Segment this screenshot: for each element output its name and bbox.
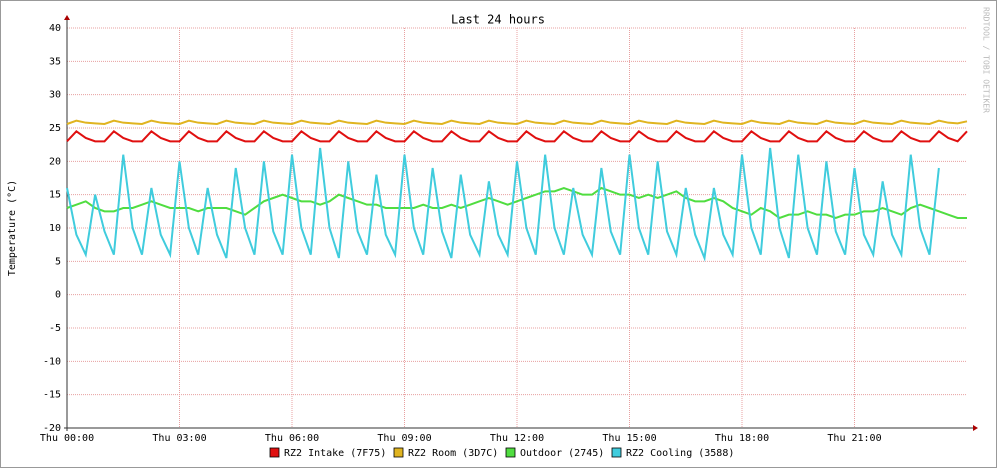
y-tick-label: 30 bbox=[49, 90, 61, 101]
y-tick-label: 0 bbox=[55, 290, 61, 301]
series-line bbox=[66, 186, 967, 220]
x-tick-label: Thu 18:00 bbox=[715, 433, 769, 444]
legend-label: RZ2 Intake (7F75) bbox=[284, 448, 386, 459]
x-tick-label: Thu 09:00 bbox=[377, 433, 431, 444]
legend-swatch bbox=[505, 447, 516, 458]
x-tick-label: Thu 00:00 bbox=[40, 433, 94, 444]
y-tick-label: -20 bbox=[43, 423, 61, 434]
axis-arrow bbox=[973, 425, 978, 431]
watermark: RRDTOOL / TOBI OETIKER bbox=[982, 7, 991, 113]
legend-swatch bbox=[611, 447, 622, 458]
series-line bbox=[66, 119, 968, 126]
x-tick-label: Thu 06:00 bbox=[265, 433, 319, 444]
x-tick-label: Thu 12:00 bbox=[490, 433, 544, 444]
legend-swatch bbox=[269, 447, 280, 458]
y-tick-label: -15 bbox=[43, 390, 61, 401]
chart-title: Last 24 hours bbox=[451, 13, 545, 27]
series-line bbox=[66, 130, 968, 143]
x-tick-label: Thu 21:00 bbox=[827, 433, 881, 444]
legend-label: Outdoor (2745) bbox=[520, 448, 604, 459]
y-tick-label: 5 bbox=[55, 256, 61, 267]
y-tick-label: 35 bbox=[49, 56, 61, 67]
x-tick-label: Thu 15:00 bbox=[602, 433, 656, 444]
y-tick-label: 20 bbox=[49, 156, 61, 167]
y-tick-label: 40 bbox=[49, 23, 61, 34]
y-tick-label: 10 bbox=[49, 223, 61, 234]
y-tick-label: 25 bbox=[49, 123, 61, 134]
series-line bbox=[66, 147, 940, 262]
legend-swatch bbox=[393, 447, 404, 458]
legend-label: RZ2 Cooling (3588) bbox=[626, 448, 734, 459]
legend-label: RZ2 Room (3D7C) bbox=[408, 448, 498, 459]
y-tick-label: 15 bbox=[49, 190, 61, 201]
y-axis-label: Temperature (°C) bbox=[7, 180, 18, 276]
y-tick-label: -10 bbox=[43, 356, 61, 367]
y-tick-label: -5 bbox=[49, 323, 61, 334]
x-tick-label: Thu 03:00 bbox=[152, 433, 206, 444]
axis-arrow bbox=[64, 15, 70, 20]
